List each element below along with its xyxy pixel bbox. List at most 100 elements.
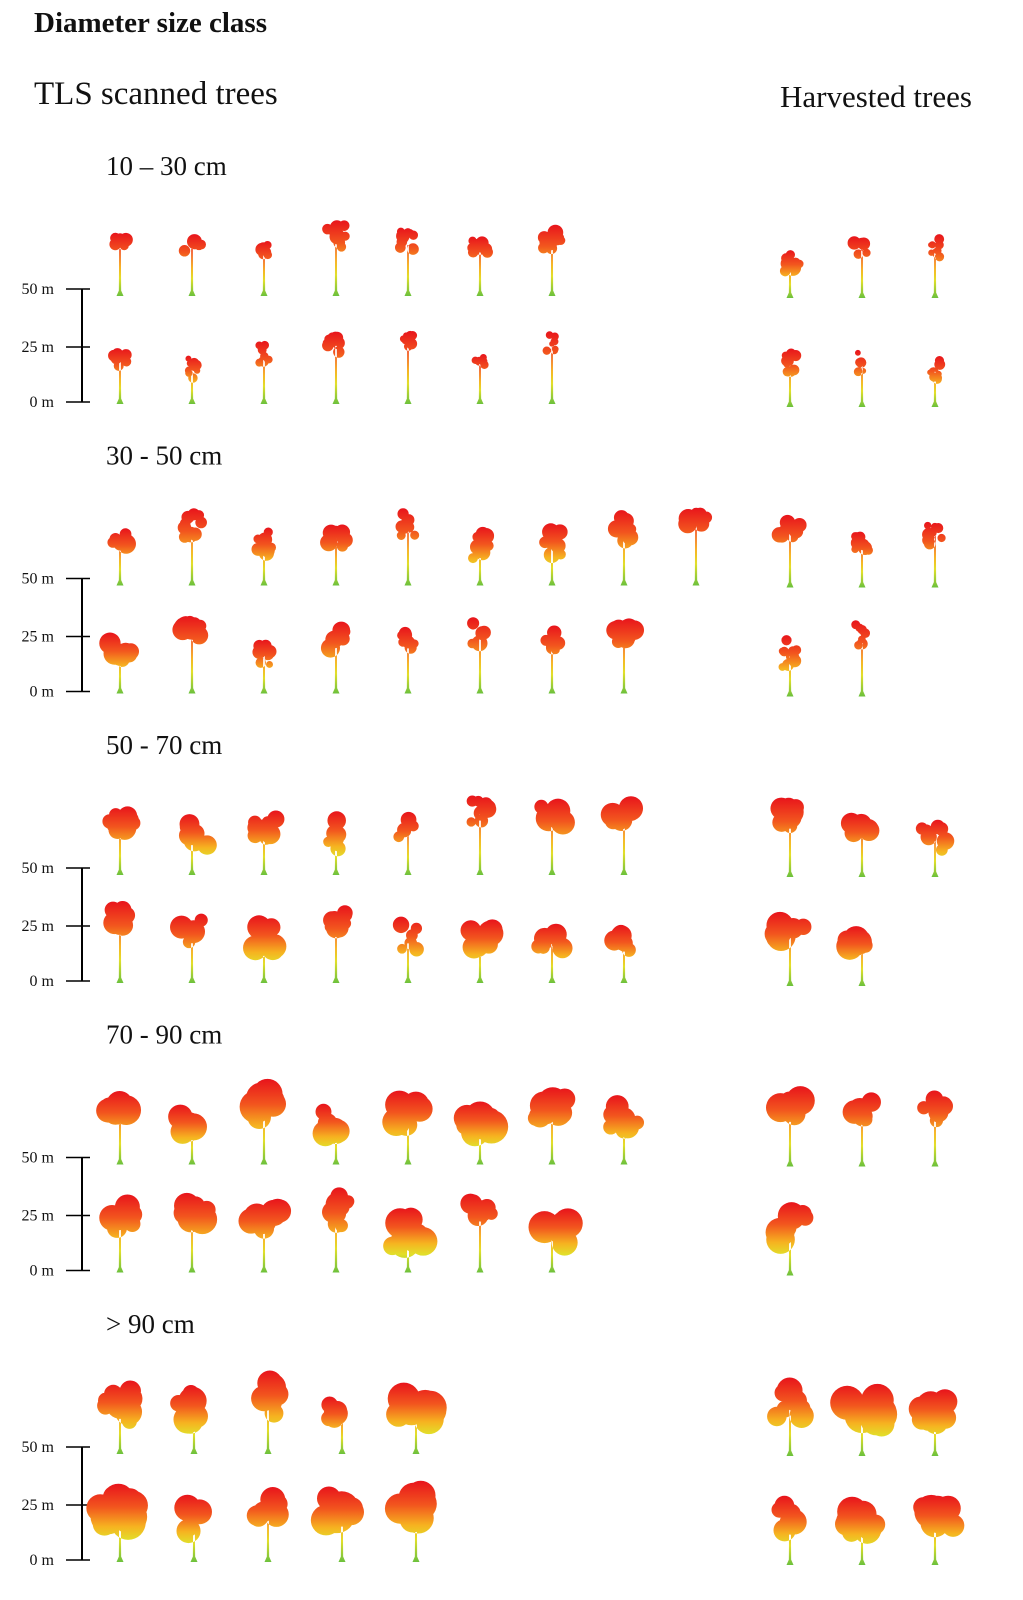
tree (764, 911, 812, 986)
tree (108, 348, 132, 404)
scale-label: 0 m (30, 973, 55, 990)
tree (531, 923, 573, 983)
tree (917, 1090, 954, 1167)
tree (539, 523, 568, 586)
tree (765, 1086, 815, 1167)
tree (835, 1496, 886, 1565)
tree (771, 1495, 807, 1565)
tree (310, 1486, 365, 1562)
section-label: 70 - 90 cm (106, 1020, 222, 1050)
tree (97, 1380, 143, 1454)
tree (528, 1208, 583, 1273)
tree (172, 615, 209, 694)
tree (527, 1087, 576, 1165)
tree (251, 1370, 289, 1454)
tree (471, 353, 489, 404)
tree (851, 620, 871, 697)
tree (247, 810, 285, 875)
tree (173, 1192, 218, 1273)
tree (320, 621, 351, 694)
tree (467, 617, 491, 694)
tree (915, 819, 955, 877)
section-label: 10 – 30 cm (106, 151, 227, 181)
tree (168, 1104, 207, 1165)
tree (779, 250, 804, 298)
tree (534, 798, 575, 875)
tree (102, 806, 141, 875)
tree (178, 814, 217, 875)
tree (606, 618, 645, 694)
tree (600, 796, 644, 875)
tree (103, 900, 136, 983)
scale-label: 25 m (22, 1208, 55, 1225)
tree (177, 508, 207, 586)
tree (399, 330, 418, 404)
tree (246, 1487, 289, 1562)
tree (107, 528, 136, 586)
tree (842, 1092, 881, 1167)
tree (384, 1480, 437, 1562)
tree (836, 926, 873, 986)
tree (770, 797, 804, 877)
tree (928, 234, 945, 298)
tree (850, 531, 873, 588)
tree (312, 1103, 350, 1165)
tree (323, 811, 347, 875)
tree (922, 521, 946, 588)
tree (913, 1494, 965, 1565)
tree (765, 1202, 814, 1276)
scale-label: 0 m (30, 394, 55, 411)
tree (392, 916, 424, 983)
scale-label: 50 m (22, 1439, 55, 1456)
tree (453, 1101, 509, 1165)
tree (238, 1198, 292, 1273)
section-label: 50 - 70 cm (106, 730, 222, 760)
tree (109, 232, 133, 296)
tree (830, 1383, 898, 1456)
tree (767, 1377, 814, 1456)
tree (540, 625, 566, 694)
right-heading: Harvested trees (780, 79, 972, 114)
tree (397, 626, 419, 694)
section-label: > 90 cm (106, 1309, 195, 1339)
tree (322, 220, 350, 296)
tree (460, 919, 504, 983)
scale-label: 0 m (30, 1263, 55, 1280)
tree (382, 1090, 433, 1165)
scale-label: 25 m (22, 339, 55, 356)
tree (468, 526, 495, 586)
tree (323, 905, 353, 983)
tree (466, 795, 497, 875)
tree (243, 915, 287, 983)
tree (174, 1494, 212, 1562)
scale-label: 50 m (22, 1150, 55, 1167)
tree (607, 510, 639, 586)
tree (927, 356, 946, 407)
scale-label: 25 m (22, 1497, 55, 1514)
tree (467, 236, 493, 296)
tree (322, 331, 345, 404)
scale-label: 0 m (30, 1552, 55, 1569)
tree (239, 1078, 287, 1165)
tree (542, 331, 559, 404)
tree (252, 639, 277, 694)
tree (394, 227, 419, 296)
tree (840, 812, 880, 877)
scale-label: 0 m (30, 684, 55, 701)
tree (386, 1382, 447, 1454)
tree (96, 1090, 142, 1165)
tree (320, 524, 353, 586)
tree (255, 240, 273, 296)
tree (778, 635, 802, 697)
section-label: 30 - 50 cm (106, 441, 222, 471)
tree (678, 507, 713, 586)
tree (847, 236, 871, 298)
tree (321, 1396, 348, 1454)
tree (321, 1187, 355, 1273)
tree (86, 1483, 148, 1562)
scale-label: 50 m (22, 860, 55, 877)
tree (178, 234, 206, 296)
tree (537, 224, 566, 296)
tree (184, 355, 202, 404)
